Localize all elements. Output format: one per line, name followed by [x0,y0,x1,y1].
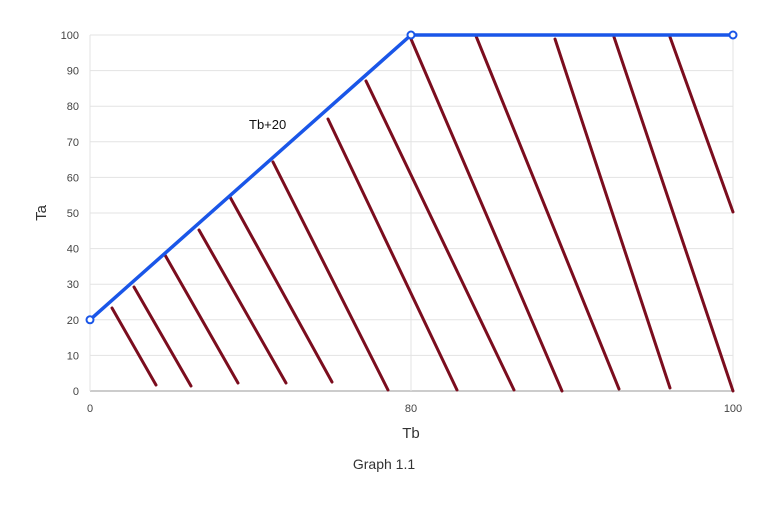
x-axis-title: Tb [402,425,420,442]
hatch-stroke [553,37,672,390]
hatch-stroke [409,37,564,393]
hatch-stroke [163,253,240,385]
x-tick-label: 100 [724,403,742,415]
hatch-stroke [612,35,735,393]
hatch-stroke [132,285,193,388]
y-axis-ticks: 0 10 20 30 40 50 60 70 80 90 100 [61,30,79,398]
hatch-stroke [228,195,334,384]
series-line [85,30,738,325]
hatch-stroke [271,160,390,392]
line-annotation: Tb+20 [249,117,286,132]
y-tick-label: 20 [67,315,79,327]
gridlines [89,34,734,392]
y-tick-label: 40 [67,244,79,256]
x-tick-label: 0 [87,403,93,415]
hatch-stroke [197,228,288,385]
y-tick-label: 80 [67,101,79,113]
hatch-stroke [364,79,516,392]
hatch-stroke [110,306,158,387]
y-tick-label: 30 [67,279,79,291]
data-point [728,30,738,40]
x-tick-label: 80 [405,403,417,415]
hatch-stroke [326,117,459,392]
x-axis-ticks: 0 80 100 [87,403,742,415]
data-point [85,315,95,325]
hatch-region [110,34,735,393]
chart-caption: Graph 1.1 [352,456,416,472]
y-tick-label: 100 [61,30,79,42]
y-tick-label: 0 [73,386,79,398]
y-tick-label: 90 [67,66,79,78]
y-axis-title: Ta [33,204,50,221]
data-point [406,30,416,40]
y-tick-label: 10 [67,350,79,362]
y-tick-label: 50 [67,208,79,220]
y-tick-label: 60 [67,172,79,184]
hatch-stroke [668,35,735,214]
hatch-stroke [474,34,621,391]
y-tick-label: 70 [67,137,79,149]
